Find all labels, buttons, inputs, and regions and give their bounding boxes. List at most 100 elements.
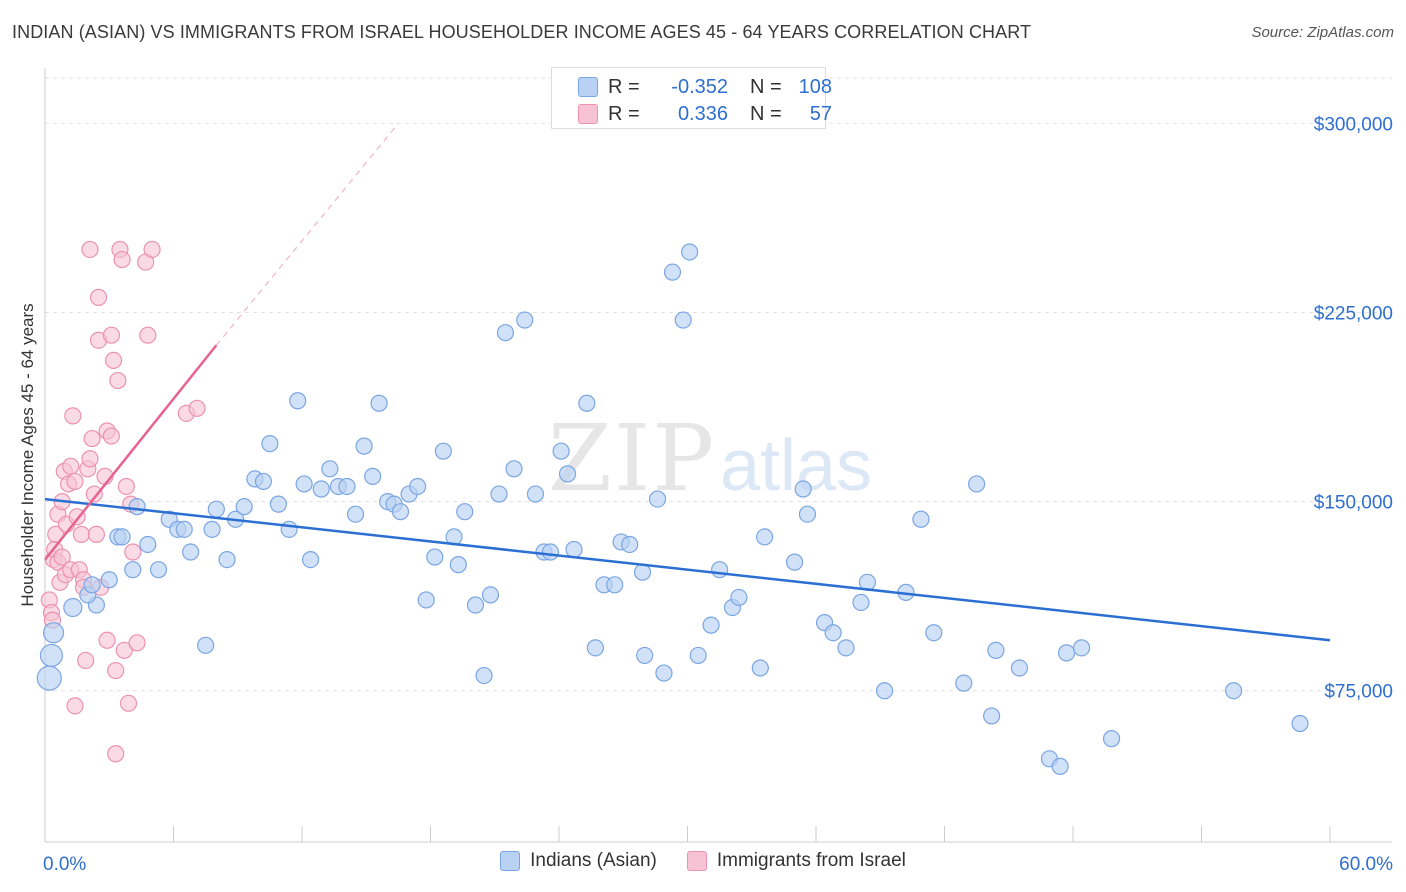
- indian-legend-swatch: [500, 851, 521, 871]
- israel-point: [89, 288, 108, 306]
- indian-point: [794, 480, 812, 498]
- indian-point: [852, 593, 870, 612]
- indian-point: [113, 528, 131, 546]
- indian-point: [466, 596, 485, 614]
- indian-point: [621, 535, 639, 554]
- indian-point: [875, 682, 894, 700]
- indian-trendline: [44, 497, 1331, 642]
- legend-item-israel[interactable]: Immigrants from Israel: [686, 850, 906, 872]
- indian-point: [280, 520, 298, 538]
- indian-point: [475, 666, 493, 685]
- indian-point: [364, 467, 382, 485]
- chart-title: INDIAN (ASIAN) VS IMMIGRANTS FROM ISRAEL…: [12, 22, 1032, 42]
- israel-point: [53, 548, 71, 566]
- israel-point: [64, 407, 82, 425]
- indian-point: [674, 311, 692, 329]
- r-label: R =: [608, 102, 640, 125]
- legend-item-indian[interactable]: Indians (Asian): [500, 850, 657, 872]
- indian-point: [269, 495, 288, 513]
- israel-point: [119, 694, 138, 712]
- indian-point: [295, 475, 313, 493]
- indian-point: [175, 520, 193, 538]
- indian-point: [565, 540, 583, 559]
- x-tick-label: 60.0%: [1339, 854, 1393, 875]
- indian-point: [968, 475, 986, 493]
- indian-point: [203, 520, 221, 538]
- israel-point: [143, 240, 161, 259]
- indian-point: [526, 485, 545, 503]
- indian-point: [235, 498, 253, 516]
- y-tick-label: $300,000: [1314, 114, 1393, 135]
- indian-point: [301, 550, 320, 569]
- israel-point: [188, 399, 206, 417]
- indian-point: [63, 597, 83, 618]
- indian-point: [925, 624, 943, 642]
- indian-point: [648, 490, 667, 508]
- indian-point: [552, 442, 570, 460]
- israel-point: [124, 543, 142, 561]
- indian-point: [449, 556, 467, 574]
- israel-point: [81, 240, 99, 259]
- indian-point: [955, 674, 973, 692]
- israel-point: [98, 631, 116, 649]
- israel-point: [128, 634, 146, 652]
- legend-row-indian: R = -0.352 N = 108: [578, 73, 832, 101]
- israel-point: [113, 250, 131, 269]
- indian-point: [636, 646, 654, 665]
- indian-point: [798, 505, 817, 523]
- axes: [44, 68, 1392, 843]
- legend-row-israel: R = 0.336 N = 57: [578, 100, 832, 128]
- indian-point: [1057, 644, 1076, 662]
- indian-point: [1291, 714, 1309, 733]
- israel-point: [72, 525, 91, 543]
- israel-trendline-extension: [215, 123, 399, 346]
- indian-point: [149, 561, 168, 579]
- n-label: N =: [750, 75, 782, 98]
- israel-point: [87, 525, 106, 543]
- indian-point: [409, 477, 427, 496]
- israel-point: [83, 429, 101, 448]
- indian-point: [663, 263, 682, 281]
- indian-point: [83, 576, 101, 594]
- indian-point: [655, 664, 673, 682]
- indian-point: [541, 543, 560, 561]
- watermark-zip: ZIP: [548, 405, 716, 512]
- y-tick-label: $150,000: [1314, 493, 1393, 514]
- indian-point: [426, 548, 444, 566]
- israel-legend-label: Immigrants from Israel: [716, 850, 906, 871]
- israel-point: [107, 745, 125, 763]
- watermark-atlas: atlas: [720, 426, 872, 506]
- indian-point: [558, 465, 577, 483]
- israel-point: [66, 697, 84, 715]
- indian-point: [912, 510, 930, 528]
- watermark: ZIP atlas: [548, 405, 872, 512]
- indian-point: [1072, 639, 1091, 657]
- israel-point: [107, 661, 125, 680]
- israel-trendline: [44, 344, 218, 561]
- israel-point: [102, 326, 120, 344]
- indian-point: [391, 503, 410, 521]
- indian-point: [182, 543, 200, 561]
- indian-points: [36, 243, 1309, 775]
- israel-point: [77, 651, 95, 670]
- indian-point: [139, 535, 157, 554]
- x-tick-labels: 0.0% 60.0%: [43, 854, 1393, 875]
- gridlines: [45, 77, 1392, 692]
- indian-point: [490, 485, 508, 503]
- indian-point: [456, 503, 474, 521]
- israel-point: [117, 477, 135, 496]
- indian-point: [100, 571, 118, 589]
- r-label: R =: [608, 75, 640, 98]
- y-tick-labels: $75,000 $150,000 $225,000 $300,000: [1314, 114, 1393, 702]
- n-value: 57: [809, 102, 832, 125]
- indian-point: [702, 616, 720, 634]
- indian-point: [983, 707, 1001, 725]
- israel-point: [139, 326, 157, 344]
- israel-point: [66, 472, 84, 491]
- indian-point: [261, 435, 279, 453]
- indian-point: [730, 588, 748, 607]
- indian-point: [312, 480, 330, 498]
- indian-point: [586, 639, 605, 657]
- indian-point: [578, 394, 596, 412]
- indian-point: [321, 460, 339, 478]
